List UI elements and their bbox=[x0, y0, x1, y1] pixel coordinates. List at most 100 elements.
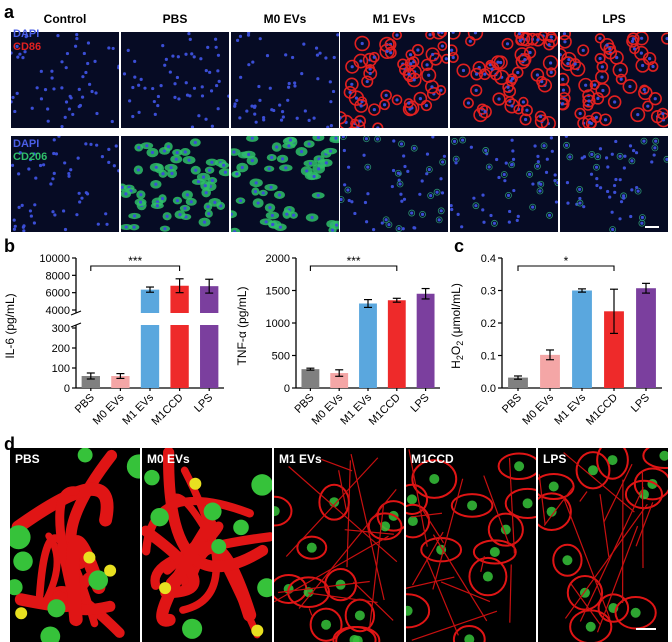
confocal-label-4: LPS bbox=[543, 452, 567, 466]
il6-bar-2 bbox=[140, 289, 160, 388]
column-header-4: M1CCD bbox=[482, 12, 526, 26]
il6-ytick-label: 4000 bbox=[46, 305, 70, 317]
confocal-tile-3: M1CCD bbox=[406, 448, 536, 642]
row2-stain-dapi: DAPI bbox=[13, 138, 40, 150]
h2o2-bar-3 bbox=[604, 311, 624, 388]
h2o2-ylabel: H2O2 (μmol/mL) bbox=[449, 283, 465, 369]
h2o2-bar-1 bbox=[540, 354, 560, 388]
il6-ytick-label: 300 bbox=[52, 323, 70, 335]
micrograph-cd206-5 bbox=[560, 136, 668, 232]
confocal-tile-2: M1 EVs bbox=[274, 448, 404, 642]
tnf-ytick-label: 2000 bbox=[266, 253, 290, 265]
il6-bar-3 bbox=[170, 285, 189, 388]
tnf-bar-1 bbox=[330, 373, 349, 388]
micrograph-cd86-2 bbox=[231, 32, 339, 128]
row2-stain-cd206: CD206 bbox=[13, 151, 48, 163]
h2o2-xtick-label-2: M1 EVs bbox=[552, 391, 588, 427]
il6-xtick-label-3: M1CCD bbox=[150, 392, 186, 428]
h2o2-ytick-label: 0.3 bbox=[481, 286, 496, 298]
tnf-ytick-label: 500 bbox=[272, 351, 290, 363]
tnf-significance-bracket bbox=[309, 265, 398, 271]
micrograph-cd206-1 bbox=[121, 136, 229, 232]
micrograph-cd206-3 bbox=[340, 136, 448, 232]
micrograph-cd86-1 bbox=[121, 32, 229, 128]
micrograph-cd206-2 bbox=[231, 136, 339, 232]
tnf-bar-2 bbox=[359, 303, 377, 388]
column-header-1: PBS bbox=[162, 12, 188, 26]
row1-stain-legend: DAPI CD86 bbox=[13, 28, 41, 54]
h2o2-bar-0 bbox=[508, 377, 528, 388]
row1-stain-cd86: CD86 bbox=[13, 41, 42, 53]
confocal-label-2: M1 EVs bbox=[279, 452, 322, 466]
confocal-tile-4: LPS bbox=[538, 448, 668, 642]
il6-ytick-label: 8000 bbox=[46, 270, 70, 282]
h2o2-significance-bracket bbox=[517, 265, 615, 271]
tnf-ytick-label: 1000 bbox=[266, 318, 290, 330]
tnf-xtick-label-0: PBS bbox=[292, 392, 316, 416]
h2o2-ytick-label: 0.4 bbox=[481, 253, 496, 265]
h2o2-bar-2 bbox=[572, 290, 592, 388]
scale-bar-d bbox=[636, 628, 656, 630]
il6-ytick-label: 0 bbox=[64, 383, 70, 395]
h2o2-ytick-label: 0.2 bbox=[481, 318, 496, 330]
confocal-tile-0: PBS bbox=[10, 448, 140, 642]
h2o2-significance-label: * bbox=[564, 254, 569, 268]
h2o2-xtick-label-3: M1CCD bbox=[584, 392, 620, 428]
row2-stain-legend: DAPI CD206 bbox=[13, 138, 47, 164]
il6-bar-4 bbox=[200, 286, 219, 388]
h2o2-bar-4 bbox=[636, 288, 656, 388]
tnf-ytick-label: 0 bbox=[284, 383, 290, 395]
il6-significance-label: *** bbox=[128, 254, 142, 268]
micrograph-cd86-4 bbox=[450, 32, 558, 128]
il6-bar-0 bbox=[81, 376, 100, 388]
panel-d-label: d bbox=[4, 434, 15, 454]
column-header-5: LPS bbox=[602, 12, 626, 26]
confocal-tile-1: M0 EVs bbox=[142, 448, 272, 642]
il6-ytick-label: 100 bbox=[52, 363, 70, 375]
scale-bar-a bbox=[645, 226, 659, 228]
tnf-bar-0 bbox=[301, 369, 320, 388]
il6-ytick-label: 6000 bbox=[46, 288, 70, 300]
tnf-bar-4 bbox=[416, 293, 435, 388]
micrograph-cd86-5 bbox=[560, 32, 668, 128]
panel-b-label: b bbox=[4, 236, 15, 256]
tnf-ytick-label: 1500 bbox=[266, 286, 290, 298]
row1-stain-dapi: DAPI bbox=[13, 28, 40, 40]
confocal-label-1: M0 EVs bbox=[147, 452, 190, 466]
micrograph-cd86-3 bbox=[340, 32, 448, 128]
il6-xtick-label-4: LPS bbox=[192, 392, 215, 415]
micrograph-cd206-0 bbox=[11, 136, 119, 232]
h2o2-xtick-label-4: LPS bbox=[629, 392, 652, 415]
il6-ytick-label: 200 bbox=[52, 343, 70, 355]
column-header-0: Control bbox=[43, 12, 87, 26]
tnf-xtick-label-4: LPS bbox=[409, 392, 432, 415]
panel-a-label: a bbox=[4, 2, 15, 22]
panel-c-label: c bbox=[454, 236, 465, 256]
h2o2-ytick-label: 0.0 bbox=[481, 383, 496, 395]
micrograph-cd86-0 bbox=[11, 32, 119, 128]
il6-ytick-label: 10000 bbox=[39, 253, 70, 265]
column-header-3: M1 EVs bbox=[372, 12, 416, 26]
confocal-label-0: PBS bbox=[15, 452, 40, 466]
il6-xtick-label-0: PBS bbox=[73, 392, 97, 416]
il6-ylabel: IL-6 (pg/mL) bbox=[3, 293, 17, 358]
il6-xtick-label-1: M0 EVs bbox=[91, 391, 127, 427]
il6-axis-break-gap bbox=[74, 313, 226, 325]
confocal-label-3: M1CCD bbox=[411, 452, 454, 466]
h2o2-xtick-label-0: PBS bbox=[500, 392, 524, 416]
tnf-xtick-label-3: M1CCD bbox=[367, 392, 403, 428]
tnf-bar-3 bbox=[387, 300, 406, 388]
h2o2-ytick-label: 0.1 bbox=[481, 351, 496, 363]
il6-break-mark-top bbox=[70, 310, 82, 316]
tnf-significance-label: *** bbox=[347, 254, 361, 268]
column-header-2: M0 EVs bbox=[263, 12, 307, 26]
il6-break-mark-bottom bbox=[70, 322, 82, 328]
tnf-ylabel: TNF-α (pg/mL) bbox=[235, 287, 249, 366]
h2o2-xtick-label-1: M0 EVs bbox=[520, 391, 556, 427]
micrograph-cd206-4 bbox=[450, 136, 558, 232]
il6-significance-bracket bbox=[90, 265, 181, 271]
il6-bar-1 bbox=[111, 376, 130, 388]
